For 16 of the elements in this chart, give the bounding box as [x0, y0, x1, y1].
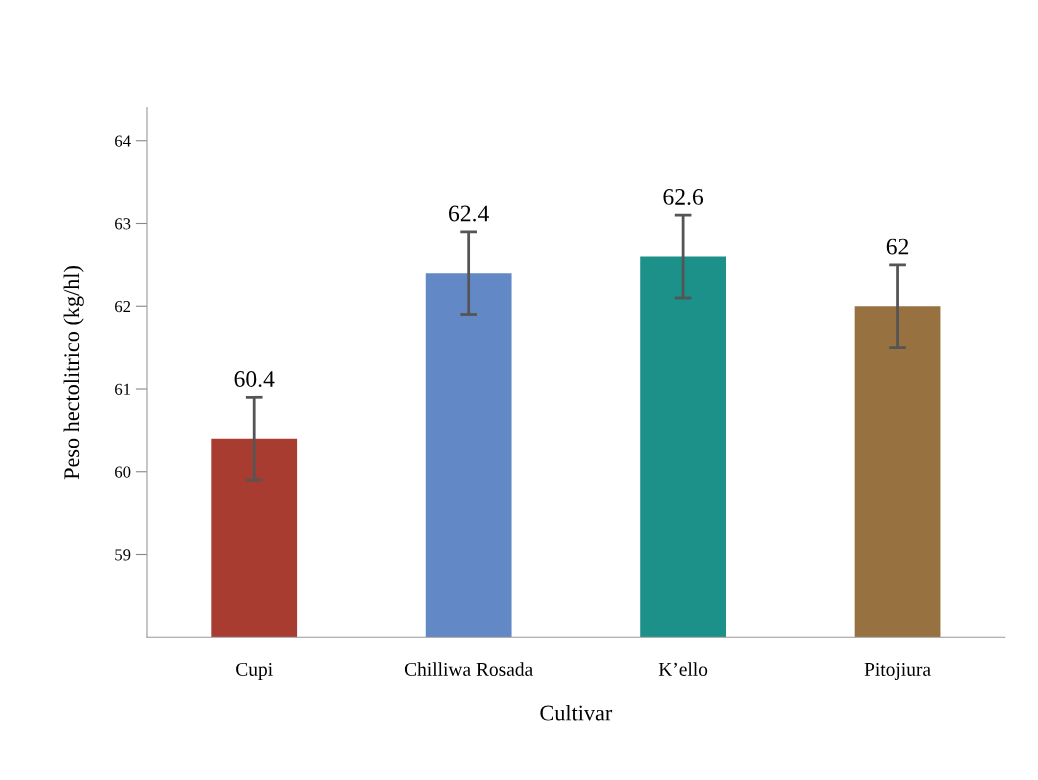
y-tick-label: 63	[115, 218, 131, 230]
y-tick-label: 64	[115, 135, 131, 147]
x-axis-title: Cultivar	[540, 704, 613, 721]
y-tick-label: 61	[115, 383, 131, 395]
y-tick-label: 62	[115, 300, 131, 313]
data-label: 62.4	[449, 205, 489, 222]
data-label: 60.4	[234, 370, 275, 388]
x-tick-label: Chilliwa Rosada	[404, 662, 533, 676]
data-label: 62	[886, 238, 909, 255]
y-tick-label: 59	[115, 549, 131, 561]
y-axis-title: Peso hectolitrico (kg/hl)	[63, 266, 84, 480]
x-tick-label: K’ello	[658, 662, 708, 676]
x-tick-label: Pitojiura	[864, 662, 931, 680]
data-label: 62.6	[663, 189, 704, 205]
y-tick-label: 60	[115, 466, 131, 478]
x-tick-label: Cupi	[236, 662, 273, 680]
